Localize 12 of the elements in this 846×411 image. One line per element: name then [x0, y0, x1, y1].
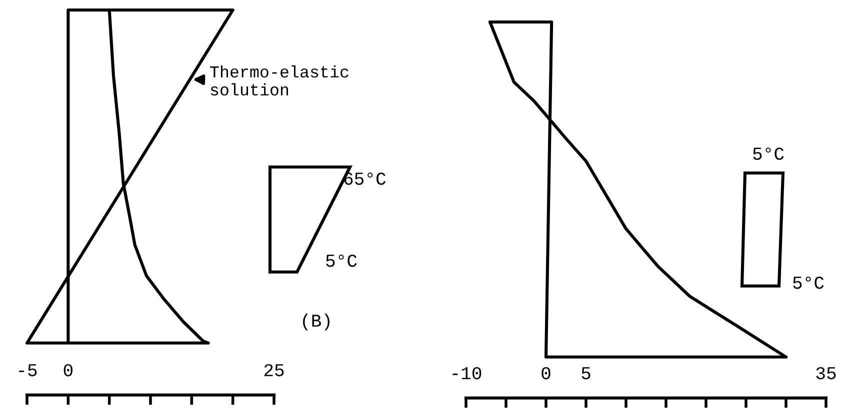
annotation: Thermo-elastic solution	[210, 65, 348, 96]
x-tick-label: -10	[452, 367, 482, 380]
text: 5°C	[326, 254, 357, 267]
x-tick-label: 0	[64, 364, 72, 376]
annotation: 5°C	[793, 276, 824, 289]
x-tick-label: -5	[19, 364, 37, 376]
x-tick-label: 5	[582, 367, 590, 380]
x-tick-label: 35	[816, 367, 836, 380]
text: (B)	[303, 314, 330, 330]
x-tick-label: 25	[264, 364, 284, 376]
x-tick-label: 0	[542, 367, 550, 380]
annotation: 5°C	[753, 148, 784, 160]
